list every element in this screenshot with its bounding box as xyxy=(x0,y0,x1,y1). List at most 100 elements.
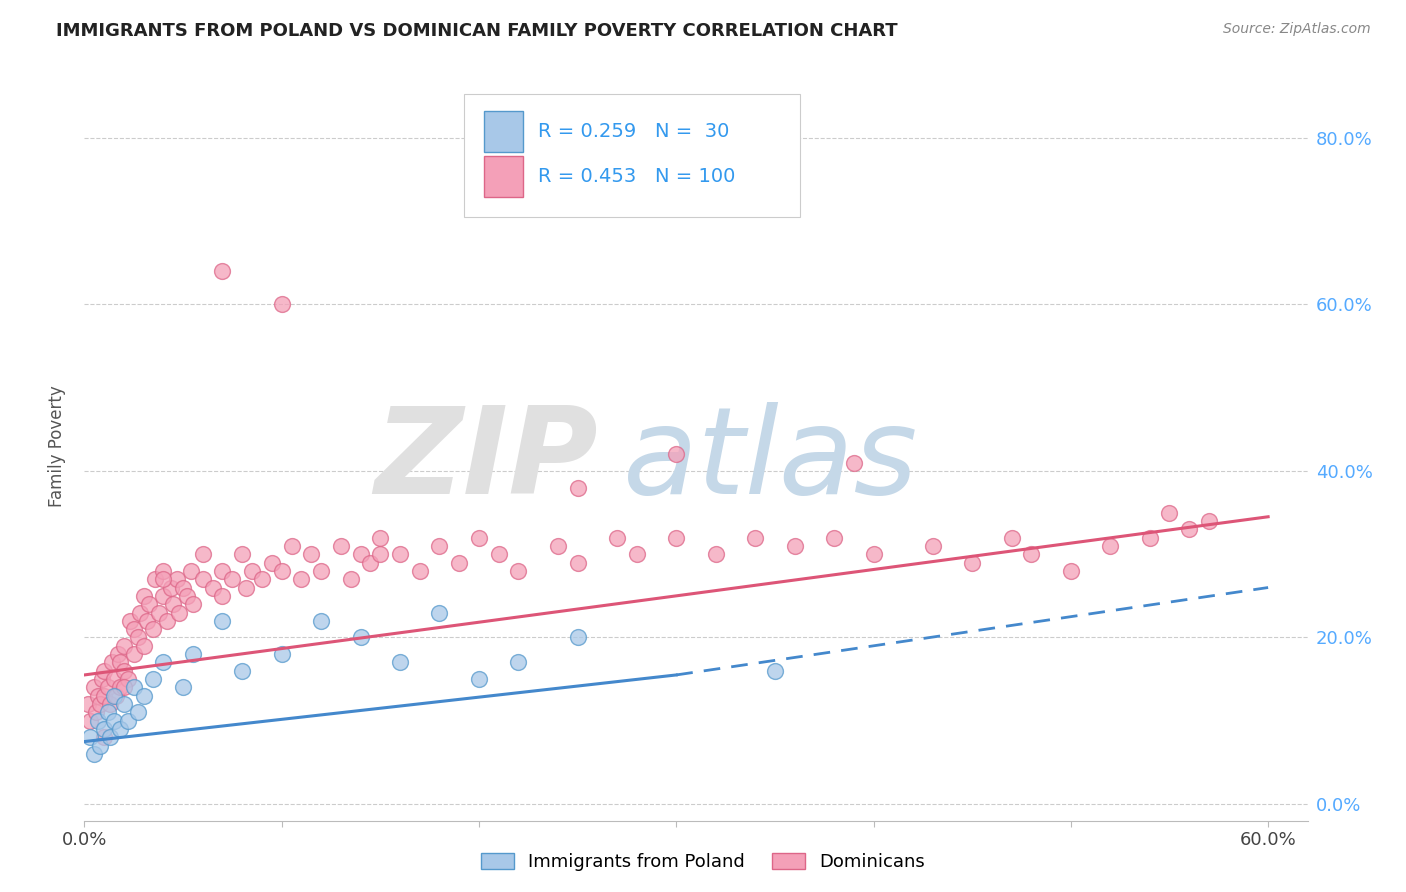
Point xyxy=(231,664,253,678)
Point xyxy=(138,597,160,611)
Point xyxy=(132,639,155,653)
Point xyxy=(152,589,174,603)
Point xyxy=(166,572,188,586)
Point xyxy=(389,656,412,670)
Point xyxy=(127,706,149,720)
Point xyxy=(108,656,131,670)
Point xyxy=(101,656,124,670)
Point xyxy=(91,672,114,686)
Point xyxy=(118,614,141,628)
Point xyxy=(108,681,131,695)
Point xyxy=(235,581,257,595)
Point xyxy=(221,572,243,586)
Point xyxy=(103,714,125,728)
Text: IMMIGRANTS FROM POLAND VS DOMINICAN FAMILY POVERTY CORRELATION CHART: IMMIGRANTS FROM POLAND VS DOMINICAN FAMI… xyxy=(56,22,898,40)
Point xyxy=(704,547,727,561)
Point xyxy=(665,447,688,461)
Point xyxy=(329,539,352,553)
Point xyxy=(152,572,174,586)
Point xyxy=(211,264,233,278)
Point xyxy=(606,531,628,545)
Point xyxy=(290,572,312,586)
Point xyxy=(359,556,381,570)
Point xyxy=(145,572,167,586)
Point xyxy=(1021,547,1043,561)
Point xyxy=(103,672,125,686)
Point xyxy=(468,531,491,545)
Point xyxy=(112,697,135,711)
Point xyxy=(508,656,530,670)
Point xyxy=(84,706,107,720)
Point xyxy=(429,606,451,620)
Point xyxy=(172,681,194,695)
Point xyxy=(89,739,111,753)
Point xyxy=(93,689,115,703)
Point xyxy=(280,539,302,553)
Point xyxy=(349,631,371,645)
Point xyxy=(79,731,101,745)
Point xyxy=(299,547,322,561)
Point xyxy=(112,639,135,653)
Point xyxy=(122,681,145,695)
Point xyxy=(93,731,115,745)
Point xyxy=(98,731,121,745)
Point xyxy=(162,597,184,611)
Point xyxy=(191,547,214,561)
Point xyxy=(181,647,204,661)
Text: atlas: atlas xyxy=(623,402,918,519)
FancyBboxPatch shape xyxy=(464,94,800,218)
Point xyxy=(107,647,129,661)
Point xyxy=(1139,531,1161,545)
Point xyxy=(132,689,155,703)
Point xyxy=(547,539,569,553)
Point xyxy=(117,672,139,686)
Point xyxy=(112,664,135,678)
Text: R = 0.453   N = 100: R = 0.453 N = 100 xyxy=(538,167,735,186)
Point xyxy=(172,581,194,595)
Legend: Immigrants from Poland, Dominicans: Immigrants from Poland, Dominicans xyxy=(474,846,932,879)
Point xyxy=(567,556,589,570)
Point xyxy=(349,547,371,561)
Point xyxy=(1178,522,1201,536)
Point xyxy=(93,664,115,678)
Y-axis label: Family Poverty: Family Poverty xyxy=(48,385,66,507)
Point xyxy=(83,681,105,695)
Point xyxy=(87,689,110,703)
Point xyxy=(763,664,786,678)
Point xyxy=(744,531,766,545)
Point xyxy=(567,631,589,645)
Point xyxy=(1159,506,1181,520)
Point xyxy=(152,656,174,670)
Point xyxy=(567,481,589,495)
FancyBboxPatch shape xyxy=(484,155,523,197)
Point xyxy=(142,672,165,686)
Point xyxy=(156,614,179,628)
Point xyxy=(960,556,983,570)
Point xyxy=(191,572,214,586)
Point xyxy=(449,556,471,570)
Point xyxy=(626,547,648,561)
Point xyxy=(201,581,224,595)
Point xyxy=(136,614,159,628)
Point xyxy=(142,622,165,636)
Point xyxy=(211,564,233,578)
Point xyxy=(368,531,391,545)
Point xyxy=(83,747,105,761)
Point xyxy=(1001,531,1024,545)
Point xyxy=(231,547,253,561)
Text: ZIP: ZIP xyxy=(374,402,598,519)
Point xyxy=(77,697,100,711)
Point xyxy=(488,547,510,561)
Point xyxy=(250,572,273,586)
Point xyxy=(921,539,943,553)
Point xyxy=(97,706,120,720)
Point xyxy=(167,606,190,620)
Point xyxy=(823,531,845,545)
Point xyxy=(309,614,332,628)
Point xyxy=(389,547,412,561)
Point xyxy=(98,697,121,711)
Point xyxy=(148,606,170,620)
Point xyxy=(211,589,233,603)
Point xyxy=(309,564,332,578)
Point xyxy=(270,297,292,311)
